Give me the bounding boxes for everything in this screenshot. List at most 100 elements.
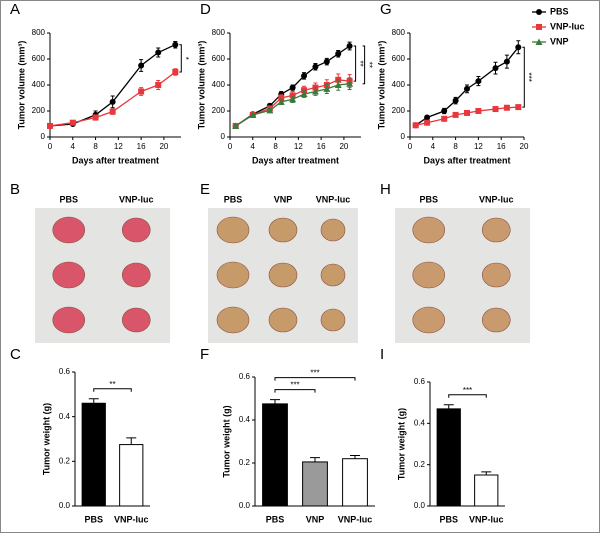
- y-tick-label: 0: [221, 132, 226, 141]
- y-tick-label: 0.2: [414, 460, 426, 469]
- marker: [289, 92, 296, 99]
- legend-label: PBS: [550, 6, 569, 16]
- y-tick-label: 0.6: [414, 377, 426, 386]
- tumor: [216, 306, 250, 334]
- x-tick-label: 8: [273, 142, 278, 151]
- tumor: [481, 307, 511, 333]
- x-tick-label: PBS: [266, 514, 285, 524]
- marker: [323, 58, 330, 65]
- x-tick-label: 8: [93, 142, 98, 151]
- marker: [535, 38, 543, 45]
- significance-bracket: [353, 45, 357, 82]
- panel-letter: D: [200, 1, 211, 18]
- y-tick-label: 0.0: [59, 501, 71, 510]
- x-tick-label: 16: [317, 142, 326, 151]
- marker: [334, 81, 342, 88]
- significance-label: ***: [310, 369, 319, 378]
- tumor: [481, 262, 511, 288]
- error-bar: [126, 437, 137, 445]
- panel-letter: G: [380, 1, 392, 18]
- significance-label: **: [364, 62, 373, 68]
- tumor: [412, 216, 446, 244]
- y-tick-label: 0.6: [59, 367, 71, 376]
- x-axis-title: Days after treatment: [252, 155, 339, 165]
- marker: [249, 111, 257, 118]
- error-bar: [350, 454, 360, 459]
- error-bar: [310, 457, 320, 462]
- marker: [266, 106, 274, 114]
- tumor: [121, 262, 151, 288]
- x-tick-label: 20: [520, 142, 529, 151]
- significance-bracket: [522, 46, 525, 108]
- column-label: VNP-luc: [119, 194, 154, 204]
- x-tick-label: 0: [48, 142, 53, 151]
- y-tick-label: 0.6: [239, 372, 251, 381]
- y-axis-title: Tumor weight (g): [396, 408, 406, 480]
- series-line: [235, 79, 350, 127]
- marker: [424, 119, 431, 126]
- tumor: [52, 261, 86, 289]
- x-axis-title: Days after treatment: [72, 155, 159, 165]
- y-tick-label: 400: [392, 80, 406, 89]
- marker: [441, 108, 448, 114]
- y-tick-label: 800: [392, 28, 406, 37]
- panel-letter: C: [10, 346, 21, 363]
- x-tick-label: 12: [294, 142, 303, 151]
- tumor: [121, 217, 151, 243]
- error-bar: [481, 471, 492, 475]
- y-axis-title: Tumor volume (mm³): [376, 41, 386, 130]
- x-tick-label: 16: [137, 142, 146, 151]
- x-tick-label: 4: [71, 142, 76, 151]
- x-tick-label: 4: [431, 142, 436, 151]
- significance-bracket: [274, 389, 316, 393]
- y-tick-label: 400: [32, 80, 46, 89]
- bar: [436, 408, 461, 507]
- marker: [346, 43, 353, 49]
- series-line: [235, 45, 350, 127]
- panel-letter: I: [380, 346, 384, 363]
- y-tick-label: 0: [401, 132, 406, 141]
- y-tick-label: 200: [32, 106, 46, 115]
- x-tick-label: 8: [453, 142, 458, 151]
- marker: [155, 82, 162, 88]
- significance-label: **: [109, 380, 115, 389]
- error-bar: [443, 404, 454, 409]
- column-label: VNP-luc: [316, 194, 351, 204]
- marker: [515, 104, 522, 111]
- marker: [452, 97, 459, 104]
- tumor: [320, 263, 346, 287]
- marker: [289, 95, 297, 103]
- x-axis-title: Days after treatment: [423, 155, 510, 165]
- x-tick-label: 16: [497, 142, 506, 151]
- marker: [492, 106, 499, 113]
- marker: [515, 44, 522, 51]
- y-tick-label: 0: [41, 132, 46, 141]
- bar: [474, 474, 499, 507]
- significance-label: ***: [524, 73, 533, 82]
- tumor: [320, 218, 346, 242]
- marker: [47, 122, 53, 129]
- marker: [452, 111, 459, 118]
- x-tick-label: 0: [228, 142, 233, 151]
- marker: [536, 9, 542, 15]
- marker: [232, 122, 240, 129]
- y-tick-label: 200: [212, 106, 226, 115]
- tumor: [216, 261, 250, 289]
- marker: [492, 65, 499, 72]
- marker: [172, 69, 179, 75]
- marker: [464, 85, 470, 92]
- bar: [302, 461, 328, 507]
- significance-label: *: [181, 57, 190, 60]
- panel-letter: A: [10, 1, 20, 18]
- marker: [475, 78, 482, 85]
- error-bar: [88, 398, 99, 404]
- panel-letter: B: [10, 181, 20, 198]
- tumor: [216, 216, 250, 244]
- tumor: [412, 306, 446, 334]
- marker: [424, 114, 431, 121]
- x-tick-label: VNP-luc: [114, 514, 149, 524]
- significance-label: ***: [463, 386, 472, 395]
- y-axis-title: Tumor volume (mm³): [16, 41, 26, 130]
- column-label: PBS: [419, 194, 438, 204]
